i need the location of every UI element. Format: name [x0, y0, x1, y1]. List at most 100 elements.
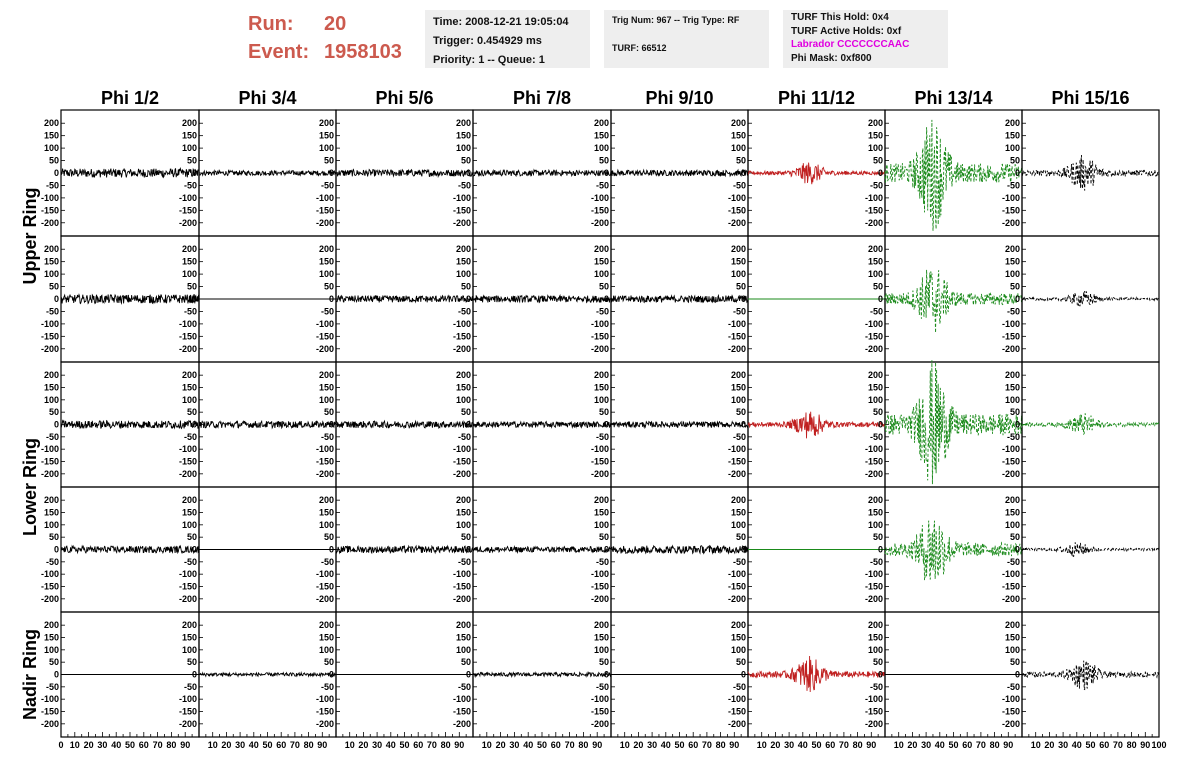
x-tick-label: 70	[839, 740, 849, 750]
y-tick-label: -200	[179, 594, 197, 604]
trigger-info-panel: Trig Num: 967 -- Trig Type: RF TURF: 665…	[604, 10, 769, 68]
x-tick-label: 70	[565, 740, 575, 750]
y-tick-label: 100	[319, 143, 334, 153]
y-tick-label: -200	[865, 218, 883, 228]
y-tick-label: 0	[878, 294, 883, 304]
y-tick-label: -100	[179, 444, 197, 454]
y-tick-label: 50	[49, 657, 59, 667]
y-tick-label: 100	[319, 395, 334, 405]
x-tick-label: 80	[716, 740, 726, 750]
x-tick-label: 70	[153, 740, 163, 750]
x-tick-label: 90	[592, 740, 602, 750]
x-tick-label: 50	[399, 740, 409, 750]
y-tick-label: 100	[456, 645, 471, 655]
y-tick-label: 50	[873, 156, 883, 166]
waveform-trace	[472, 420, 612, 430]
waveform-trace	[1021, 542, 1160, 557]
y-tick-label: -150	[179, 582, 197, 592]
y-tick-label: -100	[41, 319, 59, 329]
x-tick-label: 70	[427, 740, 437, 750]
y-tick-label: 0	[604, 670, 609, 680]
y-tick-label: -200	[316, 469, 334, 479]
x-tick-label: 80	[578, 740, 588, 750]
y-tick-label: 200	[319, 620, 334, 630]
y-tick-label: 200	[456, 244, 471, 254]
waveform-trace	[610, 293, 749, 304]
x-tick-label: 20	[633, 740, 643, 750]
y-tick-label: 200	[319, 118, 334, 128]
y-tick-label: 0	[329, 545, 334, 555]
y-tick-label: 0	[604, 420, 609, 430]
x-tick-label: 30	[235, 740, 245, 750]
y-tick-label: -50	[46, 557, 59, 567]
y-tick-label: -100	[41, 444, 59, 454]
y-tick-label: 150	[731, 257, 746, 267]
y-tick-label: -200	[591, 594, 609, 604]
y-tick-label: 100	[44, 143, 59, 153]
y-tick-label: 150	[1005, 383, 1020, 393]
y-tick-label: 150	[731, 633, 746, 643]
y-tick-label: 50	[873, 657, 883, 667]
y-tick-label: -100	[1002, 694, 1020, 704]
y-tick-label: -200	[316, 344, 334, 354]
x-tick-label: 40	[1072, 740, 1082, 750]
y-tick-label: -200	[1002, 594, 1020, 604]
y-tick-label: 0	[604, 294, 609, 304]
y-tick-label: -150	[453, 331, 471, 341]
x-tick-label: 60	[962, 740, 972, 750]
y-tick-label: -150	[865, 457, 883, 467]
waveform-trace	[472, 544, 612, 555]
x-tick-label: 90	[729, 740, 739, 750]
y-tick-label: -200	[865, 594, 883, 604]
x-tick-label: 10	[482, 740, 492, 750]
y-tick-label: -50	[870, 180, 883, 190]
waveform-trace	[747, 162, 886, 185]
y-tick-label: 0	[54, 545, 59, 555]
y-tick-label: -200	[41, 719, 59, 729]
waveform-trace	[60, 293, 200, 305]
x-tick-label: 90	[454, 740, 464, 750]
y-tick-label: 50	[1010, 407, 1020, 417]
x-tick-label: 20	[358, 740, 368, 750]
x-tick-label: 10	[70, 740, 80, 750]
column-label: Phi 7/8	[513, 88, 571, 108]
x-tick-label: 40	[386, 740, 396, 750]
row-group-label: Lower Ring	[20, 438, 40, 536]
y-tick-label: -100	[865, 569, 883, 579]
x-tick-label: 60	[551, 740, 561, 750]
y-tick-label: 200	[868, 495, 883, 505]
y-tick-label: -50	[458, 432, 471, 442]
y-tick-label: 0	[1015, 545, 1020, 555]
turf-active-holds-text: TURF Active Holds: 0xf	[791, 25, 902, 37]
x-tick-label: 50	[811, 740, 821, 750]
y-tick-label: -50	[458, 682, 471, 692]
y-tick-label: 0	[192, 168, 197, 178]
y-tick-label: -50	[321, 180, 334, 190]
y-tick-label: -150	[179, 205, 197, 215]
y-tick-label: 50	[599, 407, 609, 417]
y-tick-label: 200	[731, 370, 746, 380]
y-tick-label: 150	[319, 383, 334, 393]
x-tick-label: 30	[509, 740, 519, 750]
y-tick-label: 50	[736, 657, 746, 667]
y-tick-label: -200	[316, 218, 334, 228]
y-tick-label: 200	[44, 620, 59, 630]
waveform-trace	[198, 671, 337, 678]
y-tick-label: -100	[316, 694, 334, 704]
y-tick-label: 150	[456, 383, 471, 393]
phi-mask-text: Phi Mask: 0xf800	[791, 52, 872, 64]
y-tick-label: 50	[49, 156, 59, 166]
x-tick-label: 80	[1127, 740, 1137, 750]
y-tick-label: 50	[49, 407, 59, 417]
y-tick-label: -50	[870, 682, 883, 692]
y-tick-label: 100	[594, 645, 609, 655]
y-tick-label: 200	[456, 495, 471, 505]
column-label: Phi 1/2	[101, 88, 159, 108]
y-tick-label: -100	[591, 193, 609, 203]
y-tick-label: -150	[1002, 457, 1020, 467]
y-tick-label: -150	[728, 331, 746, 341]
x-tick-label: 70	[1113, 740, 1123, 750]
y-tick-label: 200	[594, 244, 609, 254]
y-tick-label: -150	[453, 457, 471, 467]
x-tick-label: 20	[770, 740, 780, 750]
